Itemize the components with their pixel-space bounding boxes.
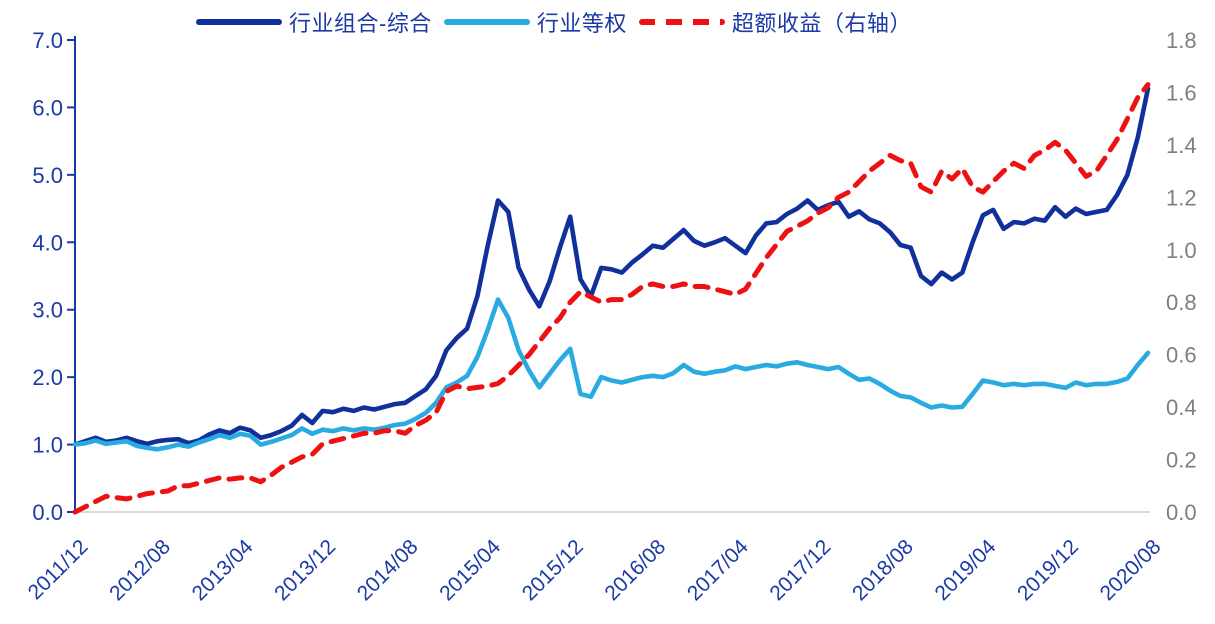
y-right-tick-label: 1.4 bbox=[1166, 133, 1197, 158]
y-right-tick-label: 0.8 bbox=[1166, 290, 1197, 315]
legend-item-excess-return: 超额收益（右轴） bbox=[638, 6, 912, 38]
x-tick-label: 2020/08 bbox=[1096, 535, 1166, 605]
legend-label-industry-composite: 行业组合-综合 bbox=[289, 11, 432, 36]
legend-label-industry-equal-weight: 行业等权 bbox=[536, 11, 627, 36]
legend-line-sample-composite-icon bbox=[196, 19, 282, 25]
y-left-tick-label: 6.0 bbox=[32, 95, 63, 120]
series-line-2 bbox=[72, 82, 1151, 515]
legend-label-excess-return: 超额收益（右轴） bbox=[731, 11, 912, 36]
y-right-tick-label: 1.8 bbox=[1166, 28, 1197, 53]
x-tick-label: 2011/12 bbox=[24, 535, 93, 604]
legend-item-industry-composite: 行业组合-综合 bbox=[196, 6, 432, 38]
y-right-tick-label: 0.2 bbox=[1166, 448, 1197, 473]
y-left-tick-label: 5.0 bbox=[32, 163, 63, 188]
x-tick-label: 2019/04 bbox=[931, 535, 1001, 605]
chart-legend: 行业组合-综合 行业等权 超额收益（右轴） bbox=[196, 8, 912, 36]
y-left-tick-label: 0.0 bbox=[32, 500, 63, 525]
y-right-tick-label: 1.2 bbox=[1166, 185, 1197, 210]
series-line-1 bbox=[72, 297, 1151, 452]
x-tick-label: 2018/08 bbox=[848, 535, 918, 605]
x-tick-label: 2013/12 bbox=[270, 535, 340, 605]
x-tick-label: 2014/08 bbox=[353, 535, 423, 605]
x-tick-label: 2012/08 bbox=[105, 535, 175, 605]
x-tick-label: 2019/12 bbox=[1013, 535, 1083, 605]
legend-line-sample-equal-weight-icon bbox=[443, 19, 530, 25]
x-tick-label: 2017/04 bbox=[683, 535, 753, 605]
y-left-tick-label: 1.0 bbox=[32, 433, 63, 458]
y-left-tick-label: 4.0 bbox=[32, 230, 63, 255]
y-left-tick-label: 2.0 bbox=[32, 365, 63, 390]
series-line-0 bbox=[72, 86, 1151, 447]
y-right-tick-label: 1.6 bbox=[1166, 80, 1197, 105]
x-tick-label: 2016/08 bbox=[600, 535, 670, 605]
x-tick-label: 2015/04 bbox=[435, 535, 505, 605]
x-tick-label: 2013/04 bbox=[188, 535, 258, 605]
x-tick-label: 2015/12 bbox=[518, 535, 588, 605]
y-right-tick-label: 1.0 bbox=[1166, 238, 1197, 263]
x-tick-label: 2017/12 bbox=[765, 535, 835, 605]
legend-item-industry-equal-weight: 行业等权 bbox=[443, 6, 627, 38]
y-right-tick-label: 0.4 bbox=[1166, 395, 1197, 420]
legend-dashed-line-sample-excess-return-icon bbox=[638, 19, 725, 25]
y-left-tick-label: 3.0 bbox=[32, 298, 63, 323]
y-left-tick-label: 7.0 bbox=[32, 28, 63, 53]
y-right-tick-label: 0.6 bbox=[1166, 343, 1197, 368]
y-right-tick-label: 0.0 bbox=[1166, 500, 1197, 525]
